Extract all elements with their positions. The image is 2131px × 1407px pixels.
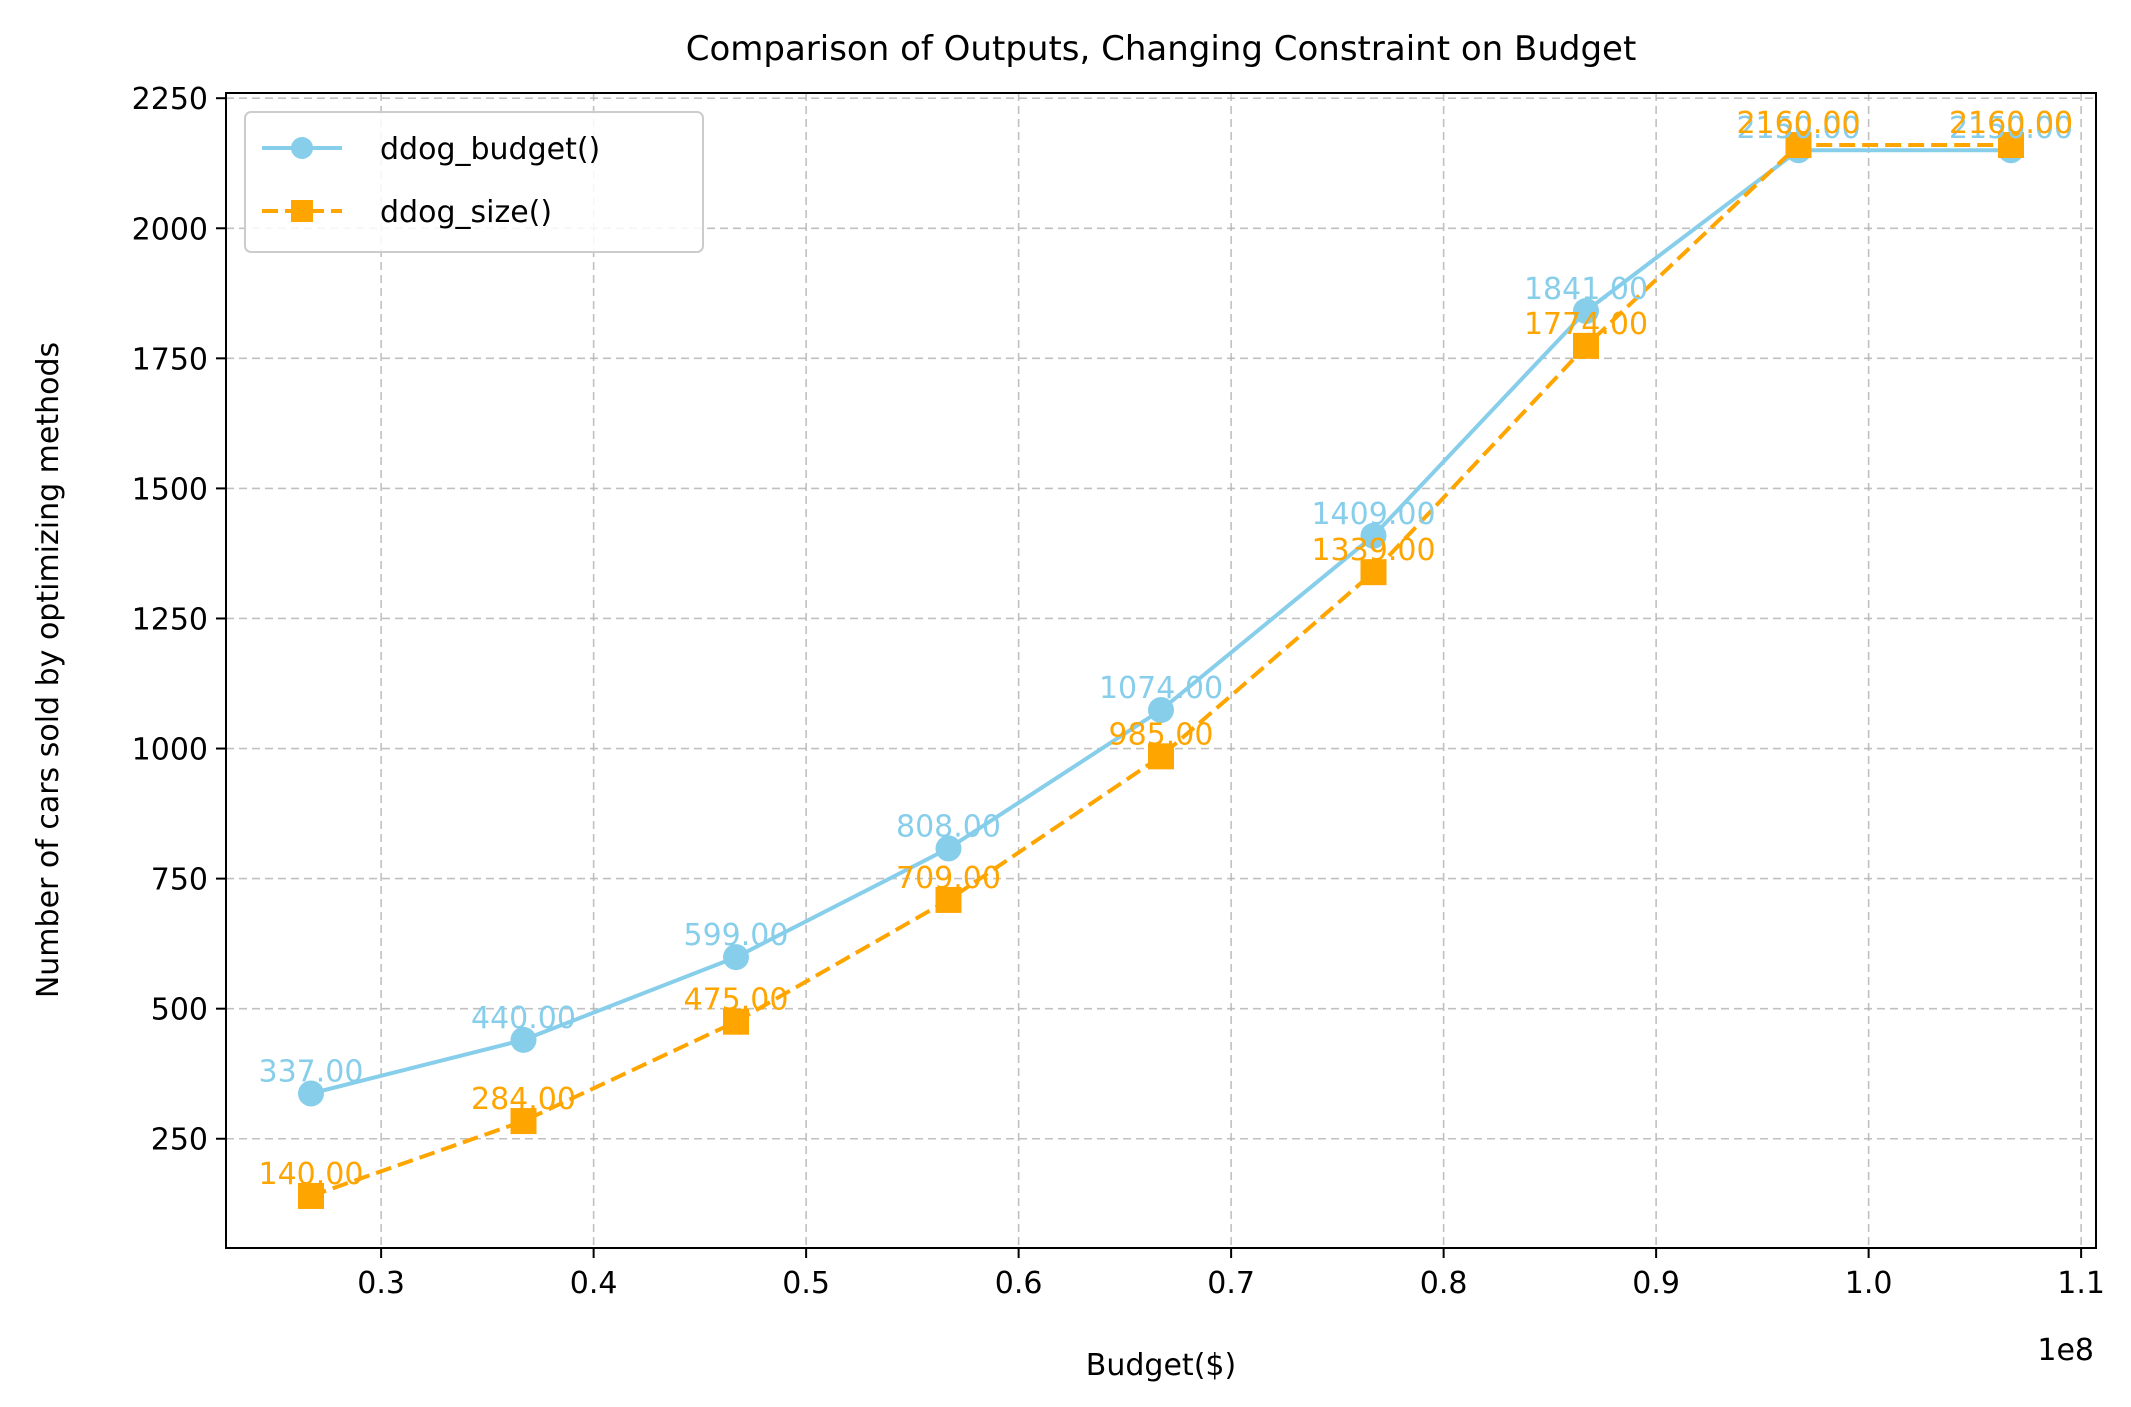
legend-label-size: ddog_size() [380, 195, 552, 230]
y-tick-label: 2000 [132, 212, 208, 247]
ticks: 0.3 0.4 0.5 0.6 0.7 0.8 0.9 1.0 1.1 250 500 750 1000… [132, 82, 2105, 1301]
data-label: 599.00 [684, 918, 789, 953]
legend-marker-square [291, 200, 313, 222]
y-tick-label: 1500 [132, 472, 208, 507]
data-point-circle [723, 944, 749, 971]
x-tick-label: 0.6 [995, 1266, 1043, 1301]
y-axis-label: Number of cars sold by optimizing method… [31, 342, 66, 998]
data-label: 1339.00 [1311, 533, 1435, 568]
legend: ddog_budget() ddog_size() [244, 111, 704, 253]
series-line-1 [310, 143, 2011, 1198]
data-point-square [298, 1182, 324, 1209]
plot-frame [225, 92, 2097, 1249]
data-point-square [1573, 332, 1599, 359]
data-label: 808.00 [896, 809, 1001, 844]
data-point-circle [935, 835, 962, 862]
data-label: 1409.00 [1311, 497, 1435, 532]
data-label: 2160.00 [1949, 106, 2073, 141]
data-label: 140.00 [259, 1157, 364, 1192]
legend-box [244, 111, 704, 253]
x-tick-label: 0.7 [1207, 1266, 1255, 1301]
data-label: 985.00 [1109, 717, 1214, 752]
y-tick-label: 2250 [132, 82, 208, 117]
data-point-square [510, 1108, 537, 1135]
data-label: 2160.00 [1736, 106, 1860, 141]
y-tick-label: 1250 [132, 602, 208, 637]
data-point-circle [510, 1026, 537, 1053]
legend-label-budget: ddog_budget() [380, 132, 600, 167]
data-label: 709.00 [896, 861, 1001, 896]
y-tick-label: 250 [151, 1123, 208, 1158]
x-tick-label: 0.4 [570, 1266, 618, 1301]
data-point-circle [1360, 522, 1387, 549]
x-tick-label: 0.8 [1420, 1266, 1468, 1301]
data-labels: 337.00 440.00 599.00 808.00 1074.00 1409.00 18… [259, 106, 2074, 1192]
data-point-square [1785, 132, 1812, 159]
data-point-circle [1148, 697, 1174, 724]
data-point-square [723, 1008, 749, 1035]
data-label: 284.00 [471, 1082, 576, 1117]
data-label: 1774.00 [1524, 307, 1648, 342]
data-label: 475.00 [684, 983, 789, 1018]
data-label: 1841.00 [1524, 272, 1648, 307]
x-tick-label: 1.1 [2057, 1266, 2105, 1301]
y-tick-label: 500 [151, 993, 208, 1028]
chart-title: Comparison of Outputs, Changing Constrai… [686, 29, 1637, 69]
data-label: 2150.00 [1736, 111, 1860, 146]
x-tick-label: 1.0 [1845, 1266, 1893, 1301]
grid [226, 93, 2096, 1248]
x-axis-label: Budget($) [1086, 1348, 1236, 1383]
data-point-circle [1573, 297, 1599, 324]
data-point-square [1360, 559, 1387, 586]
data-label: 1074.00 [1099, 671, 1223, 706]
x-tick-label: 0.3 [357, 1266, 405, 1301]
data-label: 440.00 [471, 1001, 576, 1036]
data-label: 337.00 [259, 1054, 364, 1089]
x-tick-label: 0.9 [1632, 1266, 1680, 1301]
series-layer [298, 132, 2024, 1209]
data-point-square [935, 886, 962, 913]
x-offset-label: 1e8 [2037, 1333, 2094, 1368]
y-tick-label: 750 [151, 863, 208, 898]
data-point-circle [298, 1080, 324, 1107]
x-tick-label: 0.5 [782, 1266, 830, 1301]
y-tick-label: 1750 [132, 342, 208, 377]
legend-marker-circle [291, 137, 313, 159]
data-point-square [1998, 132, 2024, 159]
data-point-square [1148, 743, 1174, 770]
y-tick-label: 1000 [132, 733, 208, 768]
data-label: 2150.00 [1949, 111, 2073, 146]
